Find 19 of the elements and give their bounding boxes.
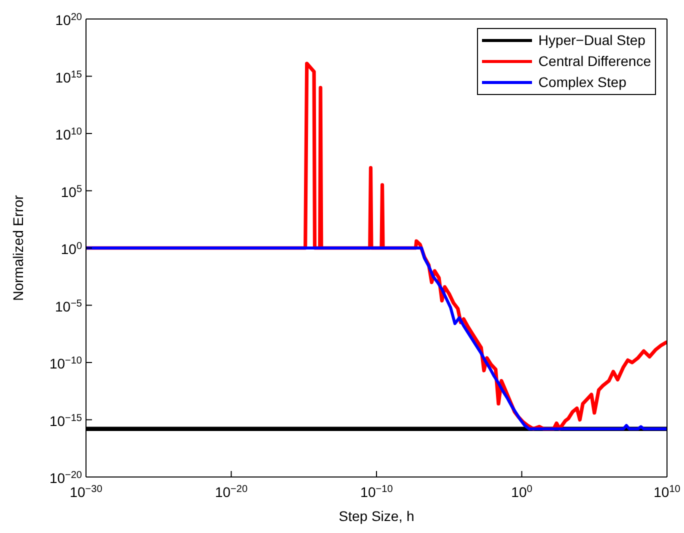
x-tick-label: 10$^{10}$ <box>654 484 681 500</box>
y-tick-label: 10$^{−20}$ <box>49 470 82 486</box>
y-tick-label: 10$^{15}$ <box>55 68 82 86</box>
legend-label: Hyper−Dual Step <box>538 31 646 50</box>
legend-label: Complex Step <box>538 73 626 92</box>
legend-label: Central Difference <box>538 52 651 71</box>
x-tick-label: 10$^{−10}$ <box>360 484 394 500</box>
y-tick-label: 10$^{−5}$ <box>55 298 82 314</box>
y-axis-title: Normalized Error <box>10 194 26 301</box>
y-tick-label: 10$^{−10}$ <box>49 355 82 372</box>
x-tick-label: 10$^{0}$ <box>511 484 533 500</box>
x-axis-title: Step Size, h <box>338 508 414 524</box>
x-tick-label: 10$^{−30}$ <box>70 484 103 500</box>
y-tick-label: 10$^{5}$ <box>60 183 82 200</box>
y-tick-label: 10$^{−15}$ <box>49 412 82 429</box>
x-tick-label: 10$^{−20}$ <box>214 484 248 500</box>
y-tick-label: 10$^{20}$ <box>55 12 82 28</box>
y-tick-label: 10$^{0}$ <box>60 240 82 257</box>
y-tick-label: 10$^{10}$ <box>55 126 82 142</box>
